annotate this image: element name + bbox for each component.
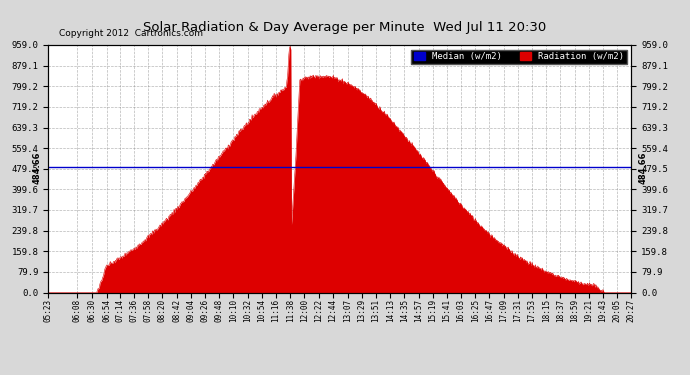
Text: 484.66: 484.66 xyxy=(32,151,41,184)
Text: Copyright 2012  Cartronics.com: Copyright 2012 Cartronics.com xyxy=(59,28,203,38)
Text: Solar Radiation & Day Average per Minute  Wed Jul 11 20:30: Solar Radiation & Day Average per Minute… xyxy=(144,21,546,34)
Legend: Median (w/m2), Radiation (w/m2): Median (w/m2), Radiation (w/m2) xyxy=(411,50,627,64)
Text: 484.66: 484.66 xyxy=(638,151,647,184)
